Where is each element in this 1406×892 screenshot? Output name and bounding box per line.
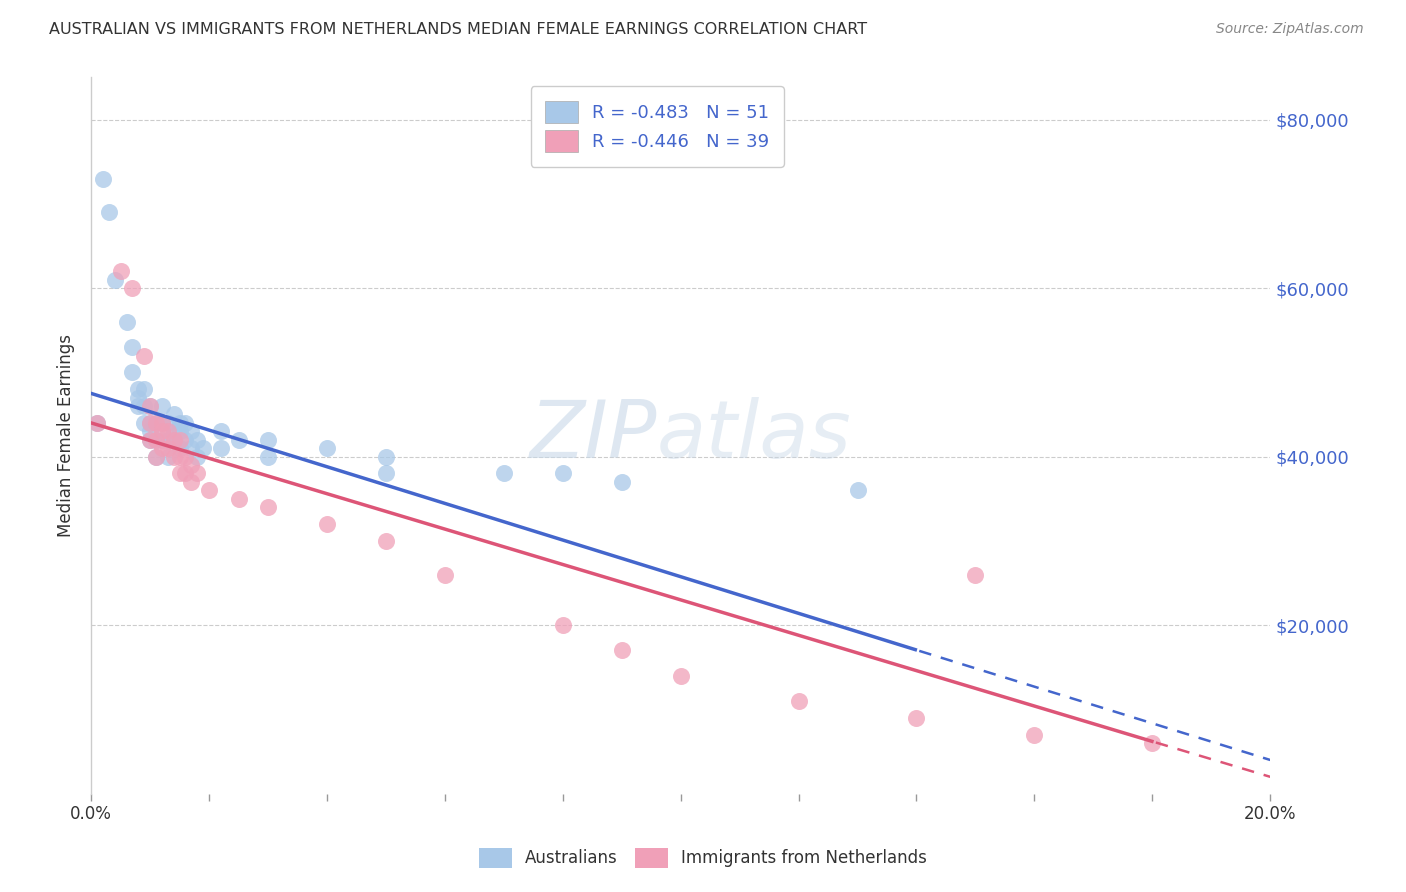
Legend: Australians, Immigrants from Netherlands: Australians, Immigrants from Netherlands — [472, 841, 934, 875]
Point — [174, 450, 197, 464]
Point — [965, 567, 987, 582]
Point — [121, 281, 143, 295]
Point — [257, 450, 280, 464]
Point — [669, 669, 692, 683]
Point — [110, 264, 132, 278]
Point — [209, 425, 232, 439]
Point — [134, 349, 156, 363]
Point — [91, 171, 114, 186]
Point — [134, 399, 156, 413]
Point — [139, 399, 162, 413]
Point — [169, 450, 191, 464]
Point — [86, 416, 108, 430]
Point — [150, 399, 173, 413]
Point — [374, 450, 396, 464]
Point — [180, 425, 202, 439]
Point — [433, 567, 456, 582]
Point — [145, 433, 167, 447]
Point — [139, 433, 162, 447]
Point — [150, 416, 173, 430]
Point — [551, 618, 574, 632]
Point — [492, 467, 515, 481]
Point — [139, 416, 162, 430]
Point — [374, 533, 396, 548]
Point — [150, 433, 173, 447]
Point — [198, 483, 221, 498]
Point — [150, 416, 173, 430]
Point — [169, 425, 191, 439]
Point — [787, 694, 810, 708]
Point — [163, 433, 186, 447]
Point — [134, 382, 156, 396]
Point — [139, 425, 162, 439]
Point — [139, 399, 162, 413]
Point — [169, 433, 191, 447]
Point — [156, 450, 179, 464]
Point — [163, 408, 186, 422]
Point — [139, 433, 162, 447]
Legend: R = -0.483   N = 51, R = -0.446   N = 39: R = -0.483 N = 51, R = -0.446 N = 39 — [530, 87, 783, 167]
Point — [228, 433, 250, 447]
Point — [180, 475, 202, 489]
Point — [163, 433, 186, 447]
Point — [145, 416, 167, 430]
Point — [374, 467, 396, 481]
Point — [209, 441, 232, 455]
Text: atlas: atlas — [657, 397, 852, 475]
Point — [145, 450, 167, 464]
Point — [186, 450, 208, 464]
Point — [163, 425, 186, 439]
Point — [186, 433, 208, 447]
Text: AUSTRALIAN VS IMMIGRANTS FROM NETHERLANDS MEDIAN FEMALE EARNINGS CORRELATION CHA: AUSTRALIAN VS IMMIGRANTS FROM NETHERLAND… — [49, 22, 868, 37]
Point — [1024, 728, 1046, 742]
Point — [145, 433, 167, 447]
Point — [115, 315, 138, 329]
Point — [191, 441, 214, 455]
Point — [905, 711, 928, 725]
Point — [145, 450, 167, 464]
Point — [127, 399, 149, 413]
Text: Source: ZipAtlas.com: Source: ZipAtlas.com — [1216, 22, 1364, 37]
Point — [174, 416, 197, 430]
Point — [121, 340, 143, 354]
Point — [156, 425, 179, 439]
Point — [156, 433, 179, 447]
Point — [121, 365, 143, 379]
Point — [228, 491, 250, 506]
Point — [186, 467, 208, 481]
Point — [156, 441, 179, 455]
Point — [551, 467, 574, 481]
Point — [86, 416, 108, 430]
Point — [139, 416, 162, 430]
Point — [316, 516, 339, 531]
Point — [127, 391, 149, 405]
Point — [150, 441, 173, 455]
Point — [163, 450, 186, 464]
Point — [174, 467, 197, 481]
Point — [156, 416, 179, 430]
Point — [104, 273, 127, 287]
Y-axis label: Median Female Earnings: Median Female Earnings — [58, 334, 75, 537]
Point — [150, 425, 173, 439]
Point — [610, 643, 633, 657]
Point — [180, 458, 202, 472]
Point — [97, 205, 120, 219]
Point — [145, 416, 167, 430]
Text: ZIP: ZIP — [530, 397, 657, 475]
Point — [169, 441, 191, 455]
Point — [127, 382, 149, 396]
Point — [846, 483, 869, 498]
Point — [174, 433, 197, 447]
Point — [316, 441, 339, 455]
Point — [610, 475, 633, 489]
Point — [169, 416, 191, 430]
Point — [1142, 736, 1164, 750]
Point — [257, 433, 280, 447]
Point — [257, 500, 280, 515]
Point — [134, 416, 156, 430]
Point — [180, 441, 202, 455]
Point — [169, 467, 191, 481]
